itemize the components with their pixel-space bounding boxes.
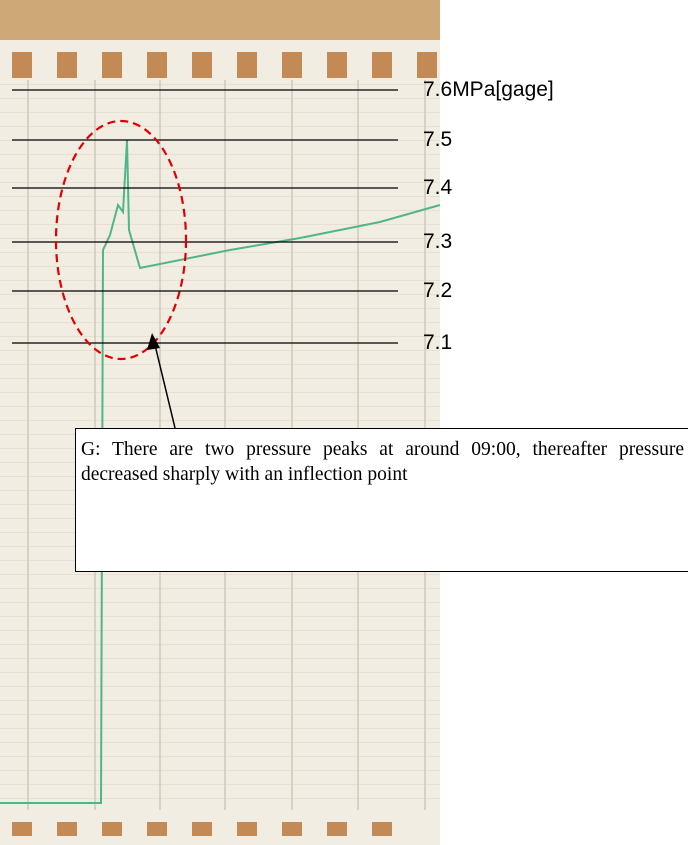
pressure-label: 7.1 xyxy=(423,331,453,354)
paper-edge xyxy=(0,0,440,40)
pressure-label: 7.6MPa[gage] xyxy=(423,78,554,101)
pressure-lines xyxy=(12,89,398,344)
annotation-box: G: There are two pressure peaks at aroun… xyxy=(75,428,688,572)
highlight-ellipse xyxy=(54,119,188,361)
arrow-shaft xyxy=(154,344,176,429)
pressure-label: 7.5 xyxy=(423,128,453,151)
sprocket-holes xyxy=(12,52,437,836)
pressure-label: 7.3 xyxy=(423,230,453,253)
pressure-label: 7.4 xyxy=(423,176,453,199)
arrow-head xyxy=(147,333,160,350)
pressure-label: 7.2 xyxy=(423,279,453,302)
